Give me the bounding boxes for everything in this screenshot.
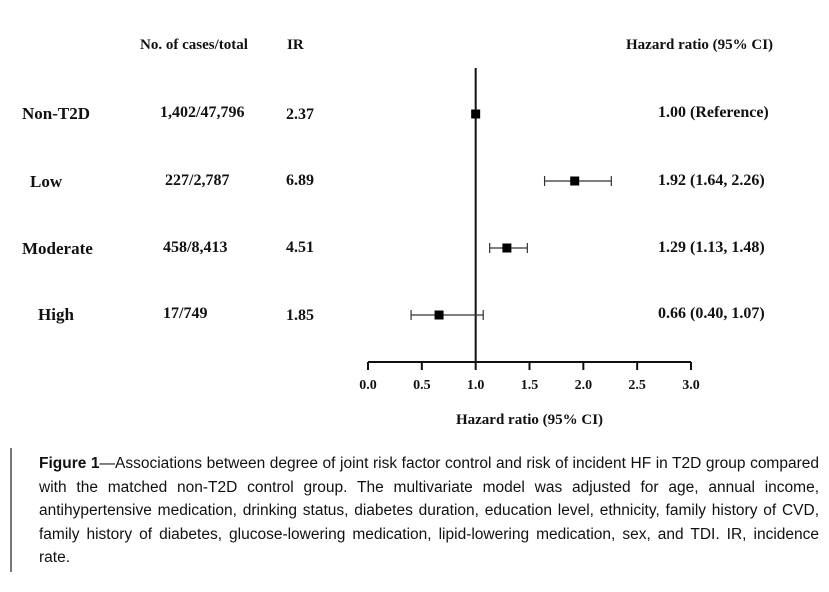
x-tick-label: 1.0 xyxy=(467,378,485,393)
row-label-moderate: Moderate xyxy=(22,239,93,258)
row-hr-high: 0.66 (0.40, 1.07) xyxy=(658,305,765,322)
row-cases-low: 227/2,787 xyxy=(165,172,230,189)
row-label-non-t2d: Non-T2D xyxy=(22,104,91,123)
row-cases-high: 17/749 xyxy=(163,305,208,322)
row-cases-moderate: 458/8,413 xyxy=(163,239,228,256)
row-cases-non-t2d: 1,402/47,796 xyxy=(160,104,245,121)
x-axis-title: Hazard ratio (95% CI) xyxy=(456,412,603,428)
header-ir: IR xyxy=(287,37,304,53)
x-tick-label: 2.0 xyxy=(575,378,593,393)
row-hr-moderate: 1.29 (1.13, 1.48) xyxy=(658,239,765,256)
point-marker xyxy=(471,109,481,119)
caption-text: Figure 1—Associations between degree of … xyxy=(39,452,819,570)
x-tick-label: 2.5 xyxy=(628,378,646,393)
forest-plot: 0.0 0.5 1.0 1.5 2.0 2.5 3.0 Hazard ratio (95% C… xyxy=(359,68,700,428)
figure-label: Figure 1 xyxy=(39,455,100,472)
x-tick-label: 0.5 xyxy=(413,378,431,393)
caption-body: —Associations between degree of joint ri… xyxy=(39,455,819,566)
row-ir-moderate: 4.51 xyxy=(286,239,314,256)
row-hr-low: 1.92 (1.64, 2.26) xyxy=(658,172,765,189)
point-marker xyxy=(434,310,444,320)
point-marker xyxy=(502,243,512,253)
row-ir-high: 1.85 xyxy=(286,307,314,324)
row-label-low: Low xyxy=(30,172,63,191)
header-hazard-ratio: Hazard ratio (95% CI) xyxy=(626,37,774,53)
row-ir-non-t2d: 2.37 xyxy=(286,106,314,123)
row-ir-low: 6.89 xyxy=(286,172,314,189)
header-cases: No. of cases/total xyxy=(140,37,248,53)
x-tick-label: 0.0 xyxy=(359,378,377,393)
row-hr-non-t2d: 1.00 (Reference) xyxy=(658,104,769,121)
point-marker xyxy=(570,176,580,186)
x-tick-label: 3.0 xyxy=(682,378,700,393)
x-tick-label: 1.5 xyxy=(521,378,539,393)
row-label-high: High xyxy=(38,305,74,324)
figure-caption: Figure 1—Associations between degree of … xyxy=(10,448,820,572)
